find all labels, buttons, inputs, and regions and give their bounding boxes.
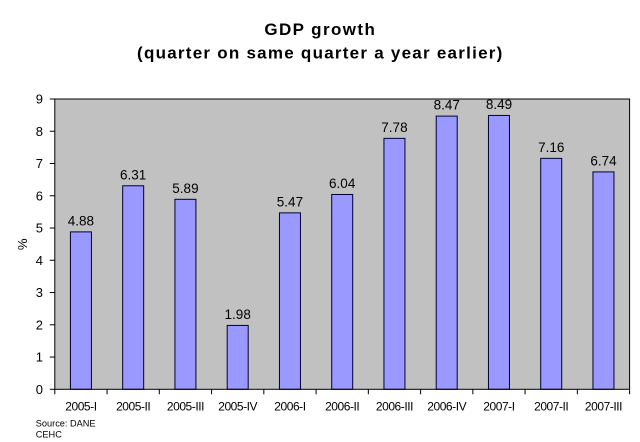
svg-text:2007-I: 2007-I xyxy=(483,400,514,414)
svg-text:6.74: 6.74 xyxy=(590,153,617,168)
svg-text:7.16: 7.16 xyxy=(538,140,564,155)
svg-text:8: 8 xyxy=(36,124,43,139)
svg-text:8.49: 8.49 xyxy=(486,97,512,112)
svg-text:1.98: 1.98 xyxy=(225,307,251,322)
svg-text:4.88: 4.88 xyxy=(68,213,94,228)
svg-text:6.31: 6.31 xyxy=(120,167,146,182)
svg-text:7.78: 7.78 xyxy=(381,120,407,135)
svg-text:7: 7 xyxy=(36,156,43,171)
svg-text:3: 3 xyxy=(36,285,43,300)
svg-text:%: % xyxy=(15,238,30,250)
svg-text:2007-III: 2007-III xyxy=(585,400,622,414)
svg-text:6: 6 xyxy=(36,188,43,203)
svg-text:2: 2 xyxy=(36,317,43,332)
svg-text:2005-II: 2005-II xyxy=(116,400,150,414)
svg-text:2005-IV: 2005-IV xyxy=(218,400,257,414)
svg-text:2005-I: 2005-I xyxy=(65,400,96,414)
svg-text:(quarter on same quarter a yea: (quarter on same quarter a year earlier) xyxy=(137,43,504,62)
svg-text:2005-III: 2005-III xyxy=(167,400,204,414)
svg-text:4: 4 xyxy=(36,253,43,268)
svg-text:2006-IV: 2006-IV xyxy=(427,400,466,414)
svg-text:2006-I: 2006-I xyxy=(274,400,305,414)
svg-text:Source: DANE: Source: DANE xyxy=(36,418,96,428)
svg-text:0: 0 xyxy=(36,382,43,397)
svg-text:GDP growth: GDP growth xyxy=(264,20,376,39)
svg-text:1: 1 xyxy=(36,350,43,365)
svg-text:5.47: 5.47 xyxy=(277,194,303,209)
svg-text:2006-III: 2006-III xyxy=(376,400,413,414)
svg-text:2007-II: 2007-II xyxy=(534,400,568,414)
svg-text:5.89: 5.89 xyxy=(172,181,198,196)
svg-text:8.47: 8.47 xyxy=(434,98,460,113)
svg-text:CEHC: CEHC xyxy=(36,430,62,440)
svg-text:6.04: 6.04 xyxy=(329,176,356,191)
svg-text:9: 9 xyxy=(36,92,43,107)
svg-text:2006-II: 2006-II xyxy=(325,400,359,414)
svg-text:5: 5 xyxy=(36,221,43,236)
